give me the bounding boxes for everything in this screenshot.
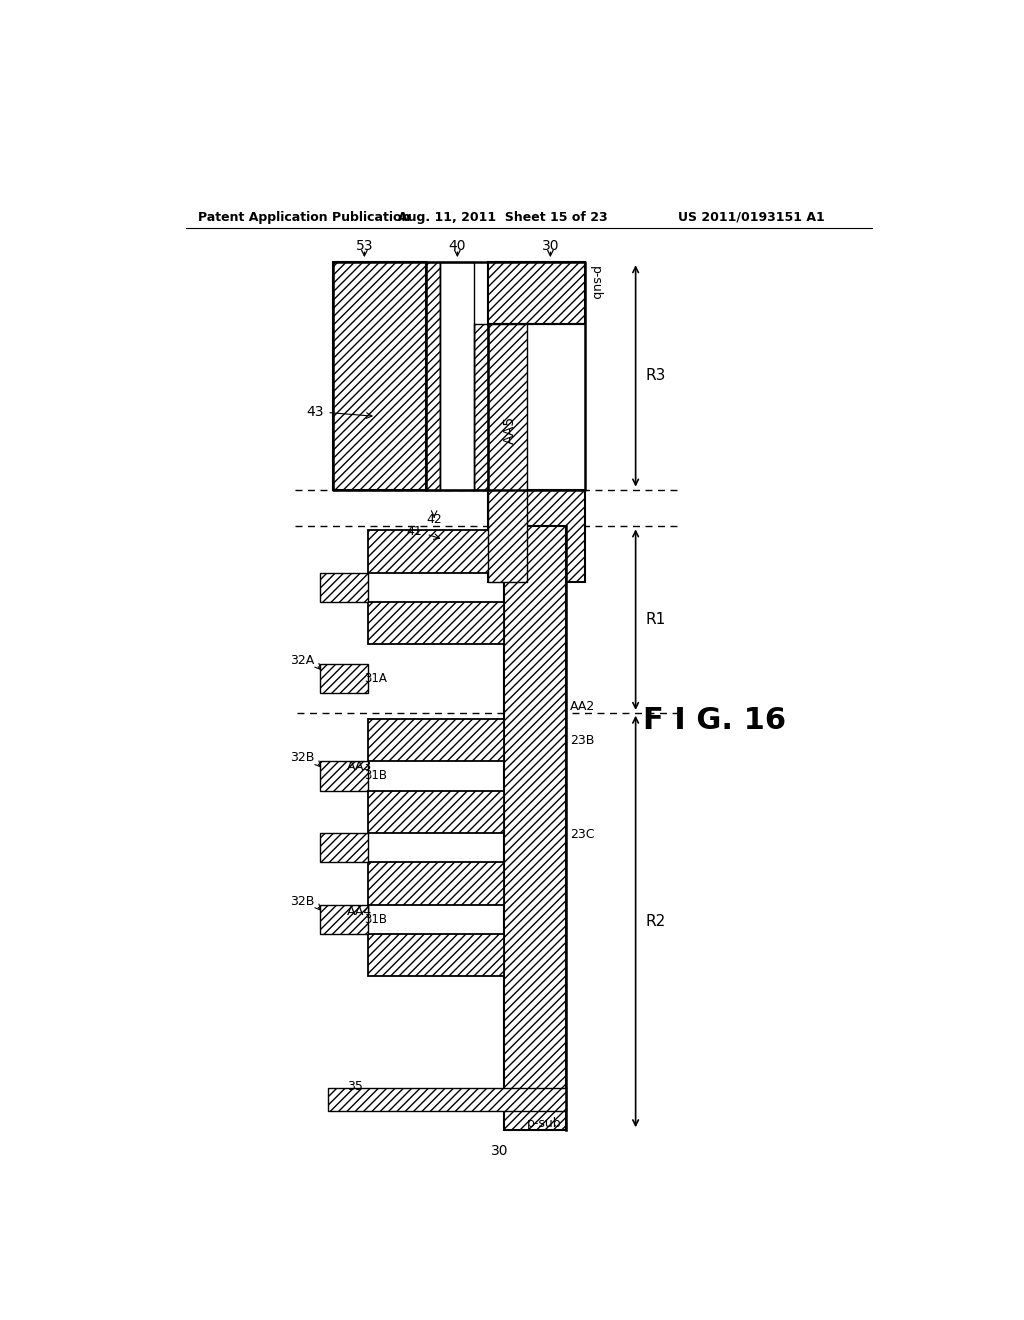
Polygon shape <box>488 323 527 582</box>
Polygon shape <box>474 323 488 490</box>
Polygon shape <box>488 490 586 582</box>
Polygon shape <box>369 791 504 833</box>
Text: R3: R3 <box>646 368 666 383</box>
Text: 31B: 31B <box>365 770 387 783</box>
Polygon shape <box>321 664 369 693</box>
Text: AA2: AA2 <box>569 700 595 713</box>
Text: 30: 30 <box>542 239 559 253</box>
Polygon shape <box>321 573 369 602</box>
Polygon shape <box>369 602 504 644</box>
Text: AA5: AA5 <box>503 416 517 444</box>
Text: AA4: AA4 <box>347 906 373 917</box>
Text: p-sub: p-sub <box>589 267 602 301</box>
Polygon shape <box>369 719 504 762</box>
Polygon shape <box>334 263 426 490</box>
Polygon shape <box>369 531 504 573</box>
Polygon shape <box>321 833 369 862</box>
Text: Aug. 11, 2011  Sheet 15 of 23: Aug. 11, 2011 Sheet 15 of 23 <box>397 211 607 224</box>
Polygon shape <box>488 263 586 323</box>
Text: 41: 41 <box>407 525 423 539</box>
Text: 40: 40 <box>449 239 466 253</box>
Text: 31A: 31A <box>365 672 387 685</box>
Polygon shape <box>321 762 369 791</box>
Text: 32B: 32B <box>290 751 314 764</box>
Text: 43: 43 <box>306 405 324 420</box>
Polygon shape <box>426 263 440 490</box>
Text: 23C: 23C <box>569 829 594 841</box>
Polygon shape <box>321 904 369 933</box>
Text: 30: 30 <box>492 1144 509 1158</box>
Text: 32A: 32A <box>290 653 314 667</box>
Text: US 2011/0193151 A1: US 2011/0193151 A1 <box>678 211 825 224</box>
Polygon shape <box>369 933 504 977</box>
Text: 35: 35 <box>347 1080 364 1093</box>
Polygon shape <box>440 263 474 490</box>
Text: R2: R2 <box>646 913 666 929</box>
Polygon shape <box>369 862 504 904</box>
Text: AA3: AA3 <box>347 760 373 774</box>
Text: 31B: 31B <box>365 912 387 925</box>
Polygon shape <box>328 1088 566 1111</box>
Text: 42: 42 <box>426 512 442 525</box>
Text: 23B: 23B <box>569 734 594 747</box>
Text: 53: 53 <box>355 239 373 253</box>
Text: 32B: 32B <box>290 895 314 908</box>
Text: p-sub: p-sub <box>527 1118 562 1130</box>
Text: Patent Application Publication: Patent Application Publication <box>198 211 411 224</box>
Polygon shape <box>504 527 566 1130</box>
Text: R1: R1 <box>646 612 666 627</box>
Text: F I G. 16: F I G. 16 <box>643 706 786 735</box>
